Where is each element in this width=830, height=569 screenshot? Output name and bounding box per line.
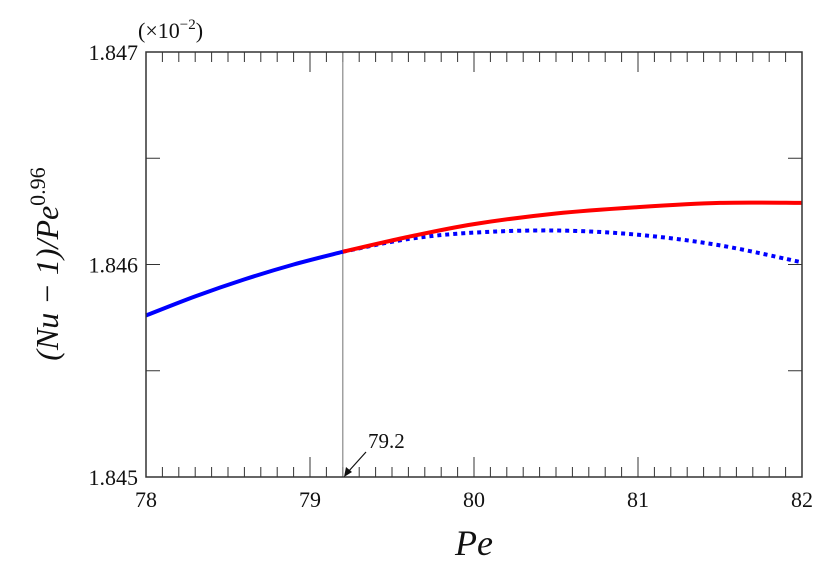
annotation-text: 79.2 (368, 429, 405, 453)
series-line-red-solid (342, 200, 803, 254)
x-tick-label: 79 (299, 487, 321, 512)
series-line-blue-solid (145, 249, 344, 318)
y-multiplier: (×10−2) (138, 17, 203, 43)
annotation-arrow (347, 451, 367, 473)
y-axis-label: (Nu − 1)/Pe0.96 (25, 167, 65, 360)
x-tick-label: 81 (627, 487, 649, 512)
x-axis-label: Pe (454, 523, 493, 563)
series-line-blue-dotted (342, 228, 803, 265)
y-tick-label: 1.845 (89, 465, 139, 490)
annotation-79-2: 79.2 (344, 429, 405, 477)
series-group (145, 52, 803, 477)
tick-labels: 78 79 80 81 82 1.845 1.846 1.847 (89, 40, 814, 512)
ticks (145, 51, 803, 478)
x-tick-label: 78 (135, 487, 157, 512)
x-tick-label: 82 (791, 487, 813, 512)
x-tick-label: 80 (463, 487, 485, 512)
y-tick-label: 1.847 (89, 40, 139, 65)
arrow-head-icon (344, 467, 352, 477)
plot-frame (145, 51, 803, 478)
y-tick-label: 1.846 (89, 253, 139, 278)
